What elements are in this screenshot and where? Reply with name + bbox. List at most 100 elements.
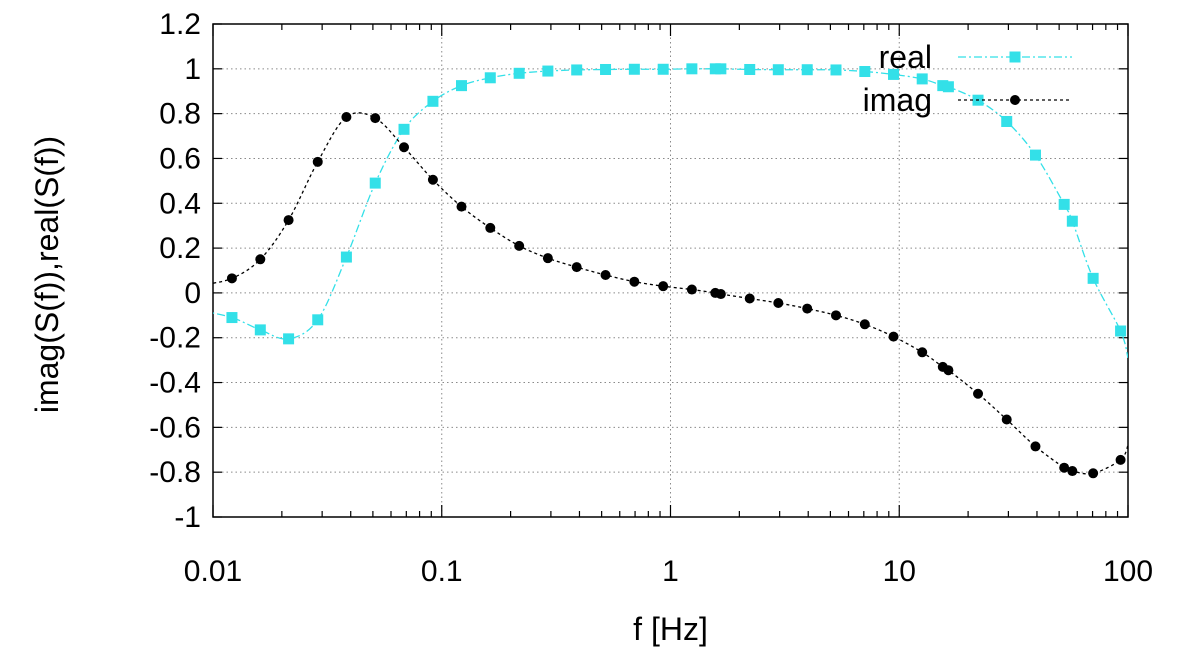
y-tick-label: 0.2 — [159, 232, 201, 265]
data-point-real — [600, 63, 612, 75]
data-point-real — [484, 72, 496, 84]
data-point-imag — [1030, 441, 1041, 452]
legend-marker — [1010, 95, 1020, 105]
data-point-imag — [1088, 468, 1099, 479]
data-point-imag — [341, 111, 352, 122]
data-point-real — [283, 333, 295, 345]
data-point-real — [744, 63, 756, 75]
data-point-imag — [973, 388, 984, 399]
data-point-real — [709, 63, 721, 75]
y-tick-label: -0.6 — [149, 411, 201, 444]
data-point-imag — [1067, 466, 1078, 477]
legend-label: real — [879, 39, 932, 75]
data-point-imag — [888, 331, 899, 342]
data-point-imag — [427, 174, 438, 185]
grid-lines — [213, 24, 1128, 517]
data-point-imag — [744, 293, 755, 304]
data-point-real — [571, 64, 583, 76]
y-tick-label: -0.2 — [149, 322, 201, 355]
series-imag — [213, 111, 1128, 479]
data-point-real — [888, 68, 900, 80]
data-point-real — [1058, 198, 1070, 210]
data-point-real — [456, 80, 468, 92]
data-point-imag — [830, 310, 841, 321]
data-point-real — [942, 81, 954, 93]
data-point-imag — [283, 215, 294, 226]
legend-entry-real: real — [879, 39, 1072, 75]
data-point-imag — [514, 240, 525, 251]
series-line-real — [213, 68, 1128, 359]
data-point-imag — [859, 319, 870, 330]
data-point-real — [542, 65, 554, 77]
data-point-imag — [255, 254, 266, 265]
data-point-real — [369, 177, 381, 189]
data-point-imag — [1115, 454, 1126, 465]
y-tick-label: -0.8 — [149, 456, 201, 489]
legend-marker — [1009, 51, 1021, 63]
x-tick-label: 100 — [1103, 555, 1153, 588]
data-point-imag — [399, 142, 410, 153]
data-point-real — [1087, 272, 1099, 284]
data-point-imag — [1059, 462, 1070, 473]
y-tick-label: 0 — [184, 277, 201, 310]
data-point-real — [859, 66, 871, 78]
data-point-real — [1001, 115, 1013, 127]
data-point-imag — [773, 297, 784, 308]
data-point-imag — [542, 253, 553, 264]
data-point-real — [830, 64, 842, 76]
data-point-imag — [629, 276, 640, 287]
data-point-imag — [312, 156, 323, 167]
data-point-real — [657, 63, 669, 75]
data-point-imag — [456, 201, 467, 212]
data-point-real — [772, 64, 784, 76]
data-point-real — [312, 314, 324, 326]
data-point-real — [916, 73, 928, 85]
data-point-imag — [1001, 414, 1012, 425]
series-real — [213, 63, 1128, 359]
y-tick-label: -0.4 — [149, 367, 201, 400]
data-point-imag — [686, 284, 697, 295]
data-point-real — [398, 123, 410, 135]
data-point-real — [686, 63, 698, 75]
x-tick-label: 0.01 — [184, 555, 242, 588]
data-point-real — [937, 80, 949, 92]
y-tick-label: 0.8 — [159, 98, 201, 131]
data-point-imag — [370, 113, 381, 124]
data-point-real — [1115, 325, 1127, 337]
y-tick-label: -1 — [174, 501, 201, 534]
legend-label: imag — [863, 82, 932, 118]
data-point-real — [1066, 215, 1078, 227]
series-layer — [213, 63, 1128, 479]
y-tick-label: 0.6 — [159, 142, 201, 175]
y-tick-label: 0.4 — [159, 187, 201, 220]
data-point-real — [801, 64, 813, 76]
x-tick-label: 10 — [883, 555, 916, 588]
x-tick-label: 0.1 — [421, 555, 463, 588]
data-point-real — [340, 251, 352, 263]
data-point-real — [427, 95, 439, 107]
data-point-imag — [917, 347, 928, 358]
data-point-imag — [485, 222, 496, 233]
y-tick-label: 1.2 — [159, 8, 201, 41]
data-point-real — [628, 63, 640, 75]
data-point-imag — [226, 273, 237, 284]
data-point-imag — [715, 289, 726, 300]
data-point-real — [513, 67, 525, 79]
legend-entry-imag: imag — [863, 82, 1072, 118]
data-point-imag — [658, 281, 669, 292]
legend: real imag — [863, 39, 1072, 118]
data-point-real — [715, 63, 727, 75]
x-axis-title: f [Hz] — [633, 611, 708, 647]
data-point-imag — [802, 303, 813, 314]
data-point-imag — [571, 262, 582, 273]
y-axis-title: imag(S(f)),real(S(f)) — [29, 136, 65, 413]
data-point-real — [226, 312, 238, 324]
data-point-real — [1029, 149, 1041, 161]
x-tick-label: 1 — [662, 555, 679, 588]
axis-ticks: -1 -0.8 -0.6 -0.4 -0.2 0 0.2 0.4 0.6 0.8 1 1.2 0.01 0… — [149, 8, 1153, 588]
data-point-imag — [943, 365, 954, 376]
data-point-real — [254, 324, 266, 336]
data-point-imag — [600, 269, 611, 280]
y-tick-label: 1 — [184, 53, 201, 86]
